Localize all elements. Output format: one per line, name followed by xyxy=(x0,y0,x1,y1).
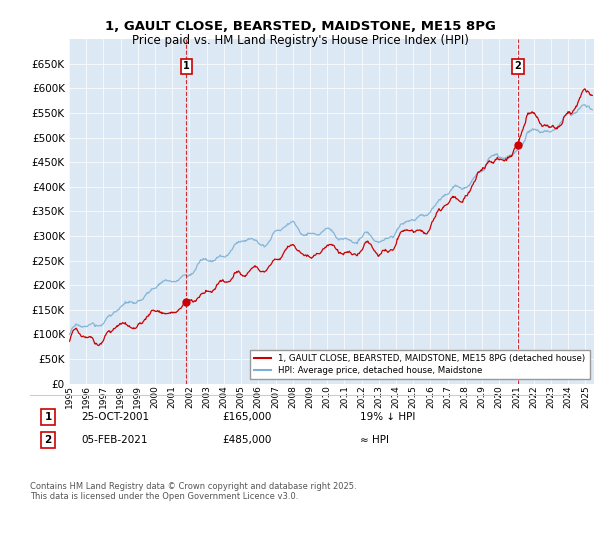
Text: ≈ HPI: ≈ HPI xyxy=(360,435,389,445)
Text: £165,000: £165,000 xyxy=(222,412,271,422)
Text: 19% ↓ HPI: 19% ↓ HPI xyxy=(360,412,415,422)
Legend: 1, GAULT CLOSE, BEARSTED, MAIDSTONE, ME15 8PG (detached house), HPI: Average pri: 1, GAULT CLOSE, BEARSTED, MAIDSTONE, ME1… xyxy=(250,350,590,379)
Text: 2: 2 xyxy=(515,61,521,71)
Text: Contains HM Land Registry data © Crown copyright and database right 2025.
This d: Contains HM Land Registry data © Crown c… xyxy=(30,482,356,501)
Text: Price paid vs. HM Land Registry's House Price Index (HPI): Price paid vs. HM Land Registry's House … xyxy=(131,34,469,46)
Text: 05-FEB-2021: 05-FEB-2021 xyxy=(81,435,148,445)
Text: £485,000: £485,000 xyxy=(222,435,271,445)
Text: 25-OCT-2001: 25-OCT-2001 xyxy=(81,412,149,422)
Text: 1: 1 xyxy=(44,412,52,422)
Text: 1, GAULT CLOSE, BEARSTED, MAIDSTONE, ME15 8PG: 1, GAULT CLOSE, BEARSTED, MAIDSTONE, ME1… xyxy=(104,20,496,32)
Text: 1: 1 xyxy=(183,61,190,71)
Text: 2: 2 xyxy=(44,435,52,445)
